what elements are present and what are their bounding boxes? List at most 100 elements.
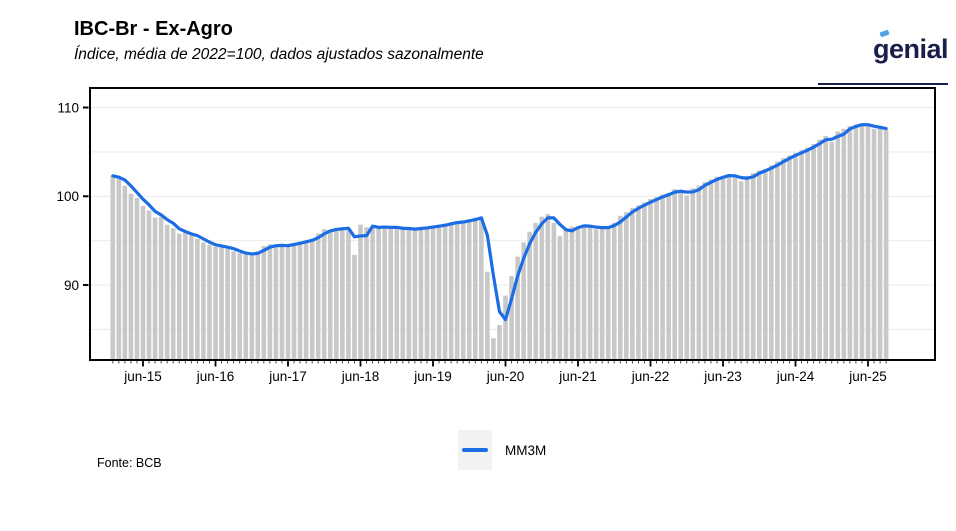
bar <box>207 245 212 360</box>
x-axis-label: jun-18 <box>341 369 380 384</box>
bar <box>436 224 442 360</box>
legend: MM3M <box>458 430 546 470</box>
bar <box>297 241 303 360</box>
bar <box>491 338 496 360</box>
bar <box>189 235 194 360</box>
bar <box>140 206 146 360</box>
source-note: Fonte: BCB <box>97 456 162 470</box>
genial-logo: genial <box>873 29 949 63</box>
bar <box>116 178 122 360</box>
bar <box>611 222 617 360</box>
bar <box>769 165 774 360</box>
bar <box>835 131 841 360</box>
bar <box>581 224 587 360</box>
mm3m-line-swatch-icon <box>462 448 488 452</box>
bar <box>599 226 605 360</box>
bar <box>267 244 273 360</box>
bar <box>334 229 339 360</box>
bar <box>684 195 690 360</box>
bar <box>781 158 786 360</box>
bar <box>503 295 508 360</box>
bar <box>787 155 792 360</box>
bar <box>243 254 249 360</box>
bar <box>479 216 484 360</box>
bar <box>249 253 255 360</box>
bar <box>593 229 599 360</box>
bar <box>624 212 629 360</box>
bar <box>255 251 261 360</box>
bar <box>110 175 116 360</box>
bar <box>515 256 520 361</box>
bar <box>750 173 756 360</box>
mm3m-line <box>111 123 888 322</box>
bar <box>636 205 641 360</box>
bar <box>793 152 798 360</box>
bar <box>642 202 647 360</box>
bar <box>877 127 883 360</box>
bar <box>630 207 635 360</box>
x-axis-label: jun-15 <box>123 369 162 384</box>
panel-frame <box>89 87 936 361</box>
y-axis-label: 110 <box>57 100 79 115</box>
bar <box>213 246 218 360</box>
bar <box>134 198 140 360</box>
bar <box>400 229 406 360</box>
bar <box>285 245 291 360</box>
bar <box>225 248 230 360</box>
bar <box>660 194 665 360</box>
bar <box>617 215 623 360</box>
bar <box>472 217 478 360</box>
bar <box>678 191 684 360</box>
bar <box>763 168 768 360</box>
bar <box>853 124 859 360</box>
bar <box>352 254 357 360</box>
bar <box>152 217 158 360</box>
bar <box>454 221 460 361</box>
bar <box>340 227 345 360</box>
bar <box>430 227 436 360</box>
bar <box>182 232 188 360</box>
bar <box>448 222 454 360</box>
bar <box>539 216 545 360</box>
bar <box>690 188 696 360</box>
bar <box>158 216 164 360</box>
bar <box>146 210 152 360</box>
bar <box>164 224 170 360</box>
bar <box>237 253 242 360</box>
bar <box>666 192 671 360</box>
bar <box>587 227 593 360</box>
x-axis-label: jun-21 <box>558 369 597 384</box>
bar <box>805 147 810 360</box>
bar <box>122 185 128 361</box>
bar <box>575 226 581 360</box>
bar <box>170 228 176 360</box>
bar <box>279 245 285 360</box>
bar <box>315 233 321 360</box>
bar <box>460 222 466 360</box>
bar <box>817 139 822 360</box>
bar <box>321 229 327 360</box>
bar <box>756 170 762 360</box>
bar <box>726 174 732 360</box>
x-axis-label: jun-20 <box>486 369 525 384</box>
bar <box>261 245 267 360</box>
bar <box>219 245 224 360</box>
bar <box>382 226 387 360</box>
bar <box>551 222 557 360</box>
bar <box>128 193 134 360</box>
bar <box>201 242 206 360</box>
bar <box>303 240 309 360</box>
bar <box>376 228 381 360</box>
bar <box>394 228 400 360</box>
x-axis-label: jun-22 <box>631 369 670 384</box>
bar <box>648 198 653 360</box>
bar <box>557 236 563 360</box>
chart-subtitle: Índice, média de 2022=100, dados ajustad… <box>74 46 484 63</box>
bar <box>605 227 611 360</box>
bar <box>672 189 677 360</box>
bar <box>847 126 853 360</box>
bar <box>231 251 236 360</box>
bar <box>291 243 297 360</box>
